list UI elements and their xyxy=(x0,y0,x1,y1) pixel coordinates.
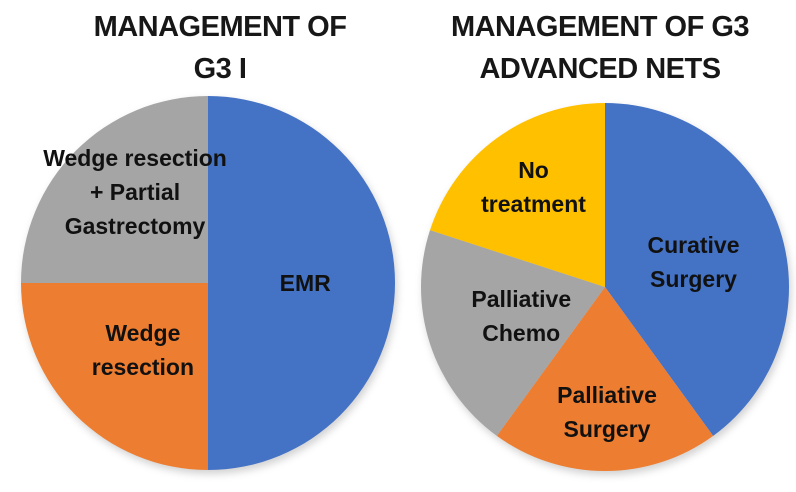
pie-slice-wedge-resection xyxy=(21,283,208,470)
left-chart-title-line-2: G3 I xyxy=(193,53,247,85)
pie-slice-emr xyxy=(208,96,395,470)
left-chart-title-line-1: MANAGEMENT OF xyxy=(93,11,347,43)
right-chart-title: MANAGEMENT OF G3 ADVANCED NETS xyxy=(402,6,796,90)
pie-chart-management-of-g3-advanced-nets xyxy=(421,103,789,471)
right-chart-title-line-2: ADVANCED NETS xyxy=(479,53,721,85)
right-chart-title-line-1: MANAGEMENT OF G3 xyxy=(450,11,750,43)
pie-slice-palliative-surgery xyxy=(496,287,714,471)
pie-slice-no-treatment xyxy=(430,103,605,287)
pie-slice-curative-surgery xyxy=(605,103,789,436)
pie-slice-palliative-chemo xyxy=(421,230,605,436)
pie-slice-wedge-resection-partial-gastrectomy xyxy=(21,96,208,283)
pie-chart-management-of-g3-i xyxy=(21,96,395,470)
left-chart-title: MANAGEMENT OF G3 I xyxy=(20,6,420,90)
